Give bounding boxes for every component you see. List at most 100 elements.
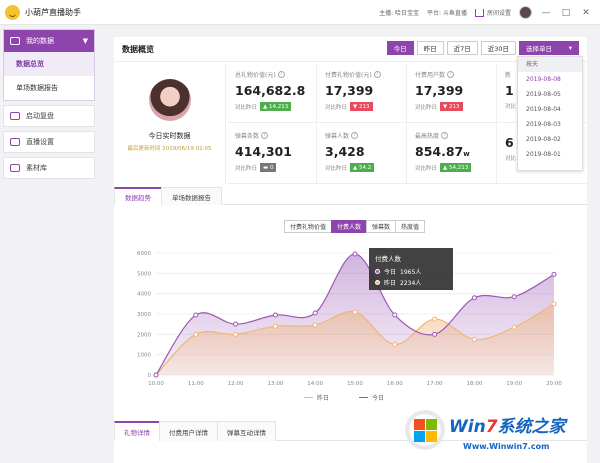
x-tick-label: 12:00	[228, 381, 244, 387]
nav-group-my-data: 我的数据 ▼ 数据总览 单场数据报告	[3, 29, 95, 101]
legend-yesterday[interactable]: 昨日	[304, 393, 329, 402]
stat-label: 最高热度?	[415, 131, 496, 140]
stat-label: 付费用户数?	[415, 70, 496, 79]
nav-materials[interactable]: 素材库	[3, 157, 95, 179]
stat-value: 17,399	[415, 83, 496, 98]
streamer-avatar	[148, 79, 191, 121]
chevron-down-icon: ▾	[568, 44, 572, 52]
change-badge: ▼ 213	[440, 102, 463, 111]
help-icon[interactable]: ?	[277, 71, 285, 78]
nav-data-overview[interactable]: 数据总览	[4, 52, 94, 76]
data-point	[153, 372, 159, 378]
dropdown-option-date[interactable]: 2019-08-08	[526, 76, 561, 83]
stat-compare: 对比昨日 ▲ 54,213	[415, 163, 496, 172]
main-panel: 数据概览 今日 昨日 近7日 近30日 选择单日 ▾ 今日实时数据 最后更新时间…	[114, 37, 587, 463]
nav-single-report[interactable]: 单场数据报告	[16, 84, 58, 92]
stat-value: 854.87w	[415, 144, 496, 159]
range-yesterday-button[interactable]: 昨日	[416, 41, 444, 55]
compare-label: 对比昨日	[235, 165, 258, 172]
metric-buttons: 付费礼物价值 付费人数 弹幕数 热度值	[284, 220, 426, 233]
watermark-brand-c: 系统之家	[497, 417, 566, 437]
metric-heat-button[interactable]: 热度值	[395, 220, 426, 233]
stat-unit: w	[463, 150, 470, 158]
legend-today[interactable]: 今日	[359, 393, 384, 402]
tooltip-today-value: 1965人	[400, 269, 422, 276]
stat-label-text: 新	[505, 72, 512, 79]
tooltip-yesterday-label: 昨日	[384, 280, 397, 287]
data-point	[272, 312, 278, 318]
tab-data-trend[interactable]: 数据趋势	[114, 187, 162, 205]
stat-label: 总礼物价值(元)?	[235, 70, 316, 79]
maximize-button[interactable]: □	[561, 7, 571, 18]
stat-label-text: 付费礼物价值(元)	[325, 72, 372, 79]
dropdown-option-by-day[interactable]: 按天	[518, 57, 582, 72]
stat-compare: 对比昨日 ▼ 213	[415, 102, 496, 111]
x-tick-label: 15:00	[347, 381, 363, 387]
select-day-dropdown[interactable]: 选择单日 ▾	[519, 41, 579, 55]
stat-card: 付费用户数? 17,399 对比昨日 ▼ 213	[407, 63, 497, 123]
stat-label: 付费礼物价值(元)?	[325, 70, 406, 79]
dropdown-option-date[interactable]: 2019-08-02	[526, 136, 561, 143]
close-button[interactable]: ✕	[582, 7, 590, 18]
range-today-button[interactable]: 今日	[386, 41, 414, 55]
last-update-time: 最后更新时间 2019/06/19 02:05	[127, 146, 212, 152]
change-badge: ▲ 54,213	[440, 163, 472, 172]
stat-label-text: 付费用户数	[415, 72, 446, 79]
metric-paid-gift-button[interactable]: 付费礼物价值	[284, 220, 333, 233]
range-30d-button[interactable]: 近30日	[480, 41, 516, 55]
yesterday-dot-icon	[375, 280, 380, 285]
compare-label: 对比昨日	[235, 104, 258, 111]
metric-danmaku-button[interactable]: 弹幕数	[366, 220, 397, 233]
metric-paid-users-button[interactable]: 付费人数	[331, 220, 368, 233]
stat-value-text: 17,399	[415, 83, 464, 98]
folder-icon	[10, 164, 20, 172]
compare-label: 对比昨日	[325, 165, 348, 172]
tab-paid-user-details[interactable]: 付费用户详情	[159, 421, 218, 441]
series-area-0	[156, 303, 554, 375]
help-icon[interactable]: ?	[373, 71, 381, 78]
watermark: Win7系统之家 Www.Winwin7.com	[405, 408, 600, 463]
nav-materials-label: 素材库	[26, 164, 47, 172]
tab-single-report[interactable]: 单场数据报告	[161, 187, 222, 205]
chart-legend: 昨日 今日	[304, 393, 384, 402]
help-icon[interactable]: ?	[441, 132, 449, 139]
dropdown-option-date[interactable]: 2019-08-03	[526, 121, 561, 128]
tab-gift-details[interactable]: 礼物详情	[114, 421, 160, 441]
y-tick-label: 1000	[137, 353, 151, 359]
help-icon[interactable]: ?	[447, 71, 455, 78]
nav-live-settings[interactable]: 直播设置	[3, 131, 95, 153]
y-tick-label: 5000	[137, 271, 151, 277]
data-point	[233, 331, 239, 337]
help-icon[interactable]: ?	[351, 132, 359, 139]
dropdown-option-date[interactable]: 2019-08-01	[526, 151, 561, 158]
platform-label: 平台: 斗鱼直播	[427, 10, 467, 17]
tooltip-title: 付费人数	[375, 255, 401, 263]
nav-my-data[interactable]: 我的数据 ▼	[4, 30, 94, 52]
compare-label: 对比	[505, 156, 517, 162]
tab-danmaku-details[interactable]: 弹幕互动详情	[217, 421, 276, 441]
profile-card: 今日实时数据 最后更新时间 2019/06/19 02:05	[114, 63, 226, 184]
chart-tooltip: 付费人数 今日 1965人 昨日 2234人	[369, 248, 453, 290]
help-icon[interactable]: ?	[261, 132, 269, 139]
tooltip-row-today: 今日 1965人	[375, 267, 447, 276]
minimize-button[interactable]: —	[541, 7, 551, 18]
data-point	[392, 342, 398, 347]
data-point	[511, 324, 517, 330]
today-line-icon	[359, 396, 369, 399]
data-point	[352, 251, 358, 257]
data-point	[392, 312, 398, 318]
nav-replay[interactable]: 启动复盘	[3, 105, 95, 127]
data-icon	[10, 37, 20, 45]
stat-label-text: 最高热度	[415, 133, 440, 140]
user-avatar[interactable]	[519, 6, 532, 19]
stat-compare: 对比昨日 ▲ 14,213	[235, 102, 316, 111]
stat-compare: 对比	[505, 154, 587, 162]
app-logo-icon	[5, 4, 20, 20]
compare-label: 对比昨日	[415, 165, 438, 172]
change-badge: ▲ 14,213	[260, 102, 292, 111]
dropdown-option-date[interactable]: 2019-08-05	[526, 91, 561, 98]
dropdown-option-date[interactable]: 2019-08-04	[526, 106, 561, 113]
sidebar: 我的数据 ▼ 数据总览 单场数据报告 启动复盘 直播设置 素材库	[0, 26, 98, 463]
range-7d-button[interactable]: 近7日	[446, 41, 478, 55]
room-settings-button[interactable]: 房间设置	[474, 8, 511, 17]
